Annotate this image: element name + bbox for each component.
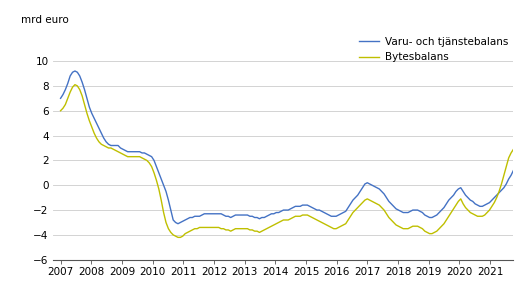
Y-axis label: mrd euro: mrd euro [21, 15, 68, 25]
Varu- och tjänstebalans [175, 222, 181, 226]
Varu- och tjänstebalans [515, 162, 522, 166]
Varu- och tjänstebalans [115, 144, 121, 147]
Bytesbalans [58, 109, 64, 113]
Bytesbalans [72, 83, 78, 86]
Bytesbalans [115, 150, 121, 153]
Varu- och tjänstebalans [323, 212, 330, 216]
Bytesbalans [251, 229, 258, 233]
Bytesbalans [515, 146, 522, 150]
Line: Bytesbalans: Bytesbalans [61, 85, 518, 237]
Bytesbalans [175, 236, 181, 239]
Bytesbalans [323, 223, 330, 227]
Bytesbalans [247, 228, 253, 232]
Varu- och tjänstebalans [350, 198, 356, 202]
Varu- och tjänstebalans [58, 97, 64, 100]
Varu- och tjänstebalans [292, 204, 298, 208]
Line: Varu- och tjänstebalans: Varu- och tjänstebalans [61, 71, 518, 224]
Varu- och tjänstebalans [72, 69, 78, 73]
Bytesbalans [292, 214, 298, 218]
Varu- och tjänstebalans [247, 214, 253, 218]
Bytesbalans [350, 211, 356, 214]
Legend: Varu- och tjänstebalans, Bytesbalans: Varu- och tjänstebalans, Bytesbalans [359, 37, 508, 62]
Varu- och tjänstebalans [251, 216, 258, 219]
